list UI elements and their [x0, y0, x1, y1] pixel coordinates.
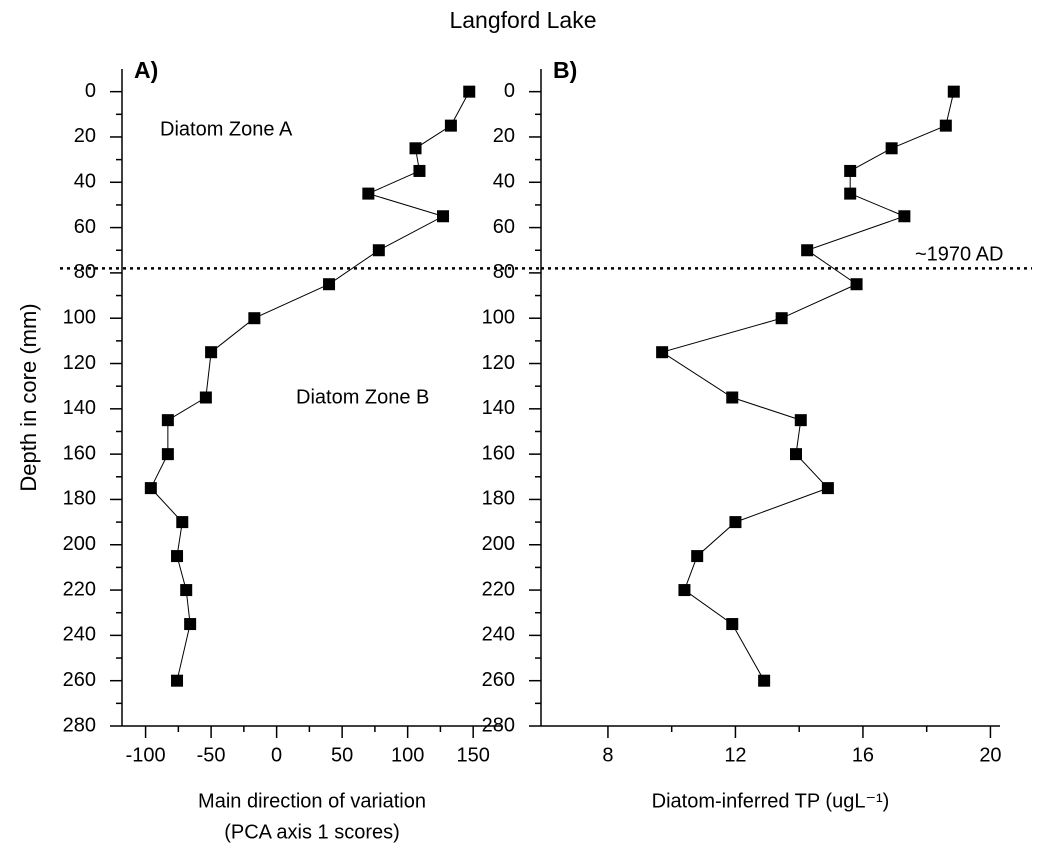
data-point: [656, 346, 669, 359]
data-point: [885, 142, 898, 155]
data-point: [372, 244, 385, 257]
x-axis-label: (PCA axis 1 scores): [224, 821, 400, 843]
data-point: [437, 210, 450, 223]
y-tick-label: 220: [482, 578, 515, 600]
data-point: [939, 119, 952, 132]
x-axis-label: Main direction of variation: [198, 790, 426, 812]
panel-label: B): [553, 57, 577, 83]
x-axis-label: Diatom-inferred TP (ugL⁻¹): [652, 790, 890, 812]
panel-label: A): [134, 57, 158, 83]
annotation: Diatom Zone B: [296, 386, 429, 408]
y-tick-label: 140: [482, 397, 515, 419]
data-point: [161, 414, 174, 427]
data-point: [775, 312, 788, 325]
y-tick-label: 40: [74, 171, 96, 193]
data-point: [691, 550, 704, 563]
y-tick-label: 200: [63, 533, 96, 555]
x-tick-label: 8: [602, 744, 613, 766]
y-tick-label: 100: [63, 306, 96, 328]
y-tick-label: 260: [482, 669, 515, 691]
y-tick-label: 180: [63, 488, 96, 510]
data-point: [794, 414, 807, 427]
y-tick-label: 160: [482, 442, 515, 464]
x-tick-label: 150: [456, 744, 489, 766]
y-tick-label: 80: [74, 261, 96, 283]
y-tick-label: 0: [504, 80, 515, 102]
y-axis-label: Depth in core (mm): [16, 303, 41, 491]
y-tick-label: 120: [63, 352, 96, 374]
data-point: [729, 516, 742, 529]
data-point: [362, 187, 375, 200]
data-point: [850, 278, 863, 291]
data-point: [801, 244, 814, 257]
x-tick-label: 16: [852, 744, 874, 766]
data-point: [758, 674, 771, 687]
data-point: [161, 448, 174, 461]
data-point: [898, 210, 911, 223]
data-point: [323, 278, 336, 291]
data-point: [947, 85, 960, 98]
y-tick-label: 120: [482, 352, 515, 374]
data-point: [821, 482, 834, 495]
data-point: [844, 164, 857, 177]
y-tick-label: 60: [74, 216, 96, 238]
annotation: Diatom Zone A: [160, 118, 293, 140]
y-tick-label: 40: [493, 171, 515, 193]
data-line: [660, 91, 955, 681]
y-tick-label: 200: [482, 533, 515, 555]
y-tick-label: 60: [493, 216, 515, 238]
figure-title: Langford Lake: [449, 7, 596, 33]
y-tick-label: 20: [493, 125, 515, 147]
data-point: [176, 516, 189, 529]
y-tick-label: 280: [482, 714, 515, 736]
data-point: [171, 550, 184, 563]
y-tick-label: 80: [493, 261, 515, 283]
data-point: [726, 391, 739, 404]
annotation: ~1970 AD: [915, 243, 1003, 265]
x-tick-label: 20: [979, 744, 1001, 766]
data-point: [248, 312, 261, 325]
data-point: [409, 142, 422, 155]
y-tick-label: 20: [74, 125, 96, 147]
x-tick-label: 50: [331, 744, 353, 766]
data-point: [171, 674, 184, 687]
x-tick-label: 100: [391, 744, 424, 766]
y-tick-label: 100: [482, 306, 515, 328]
y-tick-label: 280: [63, 714, 96, 736]
y-tick-label: 240: [482, 624, 515, 646]
x-tick-label: 0: [271, 744, 282, 766]
y-tick-label: 260: [63, 669, 96, 691]
data-point: [199, 391, 212, 404]
data-point: [790, 448, 802, 461]
data-point: [844, 187, 857, 200]
data-point: [444, 119, 457, 132]
data-point: [184, 618, 197, 631]
y-tick-label: 0: [85, 80, 96, 102]
data-point: [726, 618, 739, 631]
x-tick-label: -100: [126, 744, 166, 766]
data-point: [678, 584, 691, 597]
y-tick-label: 240: [63, 624, 96, 646]
y-tick-label: 160: [63, 442, 96, 464]
y-tick-label: 220: [63, 578, 96, 600]
data-point: [180, 584, 193, 597]
data-point: [205, 346, 218, 359]
data-point: [463, 85, 476, 98]
y-tick-label: 180: [482, 488, 515, 510]
data-point: [144, 482, 157, 495]
x-tick-label: -50: [197, 744, 226, 766]
x-tick-label: 12: [724, 744, 746, 766]
y-tick-label: 140: [63, 397, 96, 419]
data-point: [413, 164, 426, 177]
